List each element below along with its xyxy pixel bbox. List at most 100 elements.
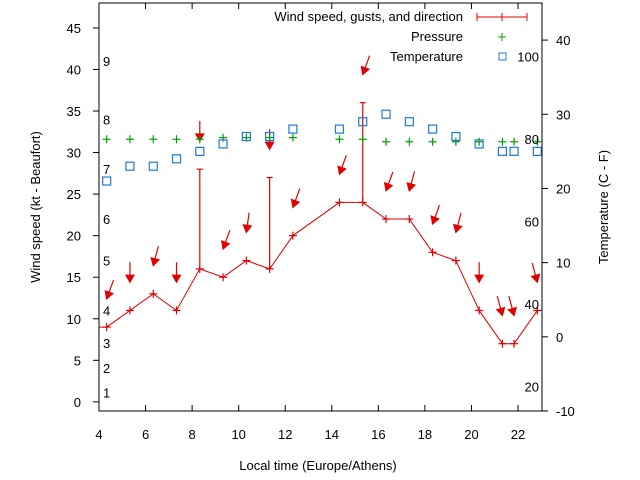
legend-swatch-temperature — [498, 52, 507, 61]
pressure-point — [358, 135, 367, 144]
y-axis-title: Wind speed (kt - Beaufort) — [28, 131, 43, 283]
wind-speed-point — [358, 198, 367, 207]
pressure-point — [288, 133, 297, 142]
arrow-head — [406, 182, 417, 192]
legend-swatch-wind — [476, 13, 528, 21]
y-axis-left: 0 5 10 15 20 25 30 35 40 45 — [67, 21, 99, 410]
plot-frame — [98, 2, 543, 412]
arrow-head — [220, 240, 231, 251]
x-tick-label: 12 — [278, 427, 292, 442]
beaufort-label: 3 — [103, 336, 110, 351]
fahrenheit-label: 80 — [525, 132, 539, 147]
y2-tick-label: 30 — [556, 107, 570, 122]
beaufort-label: 7 — [103, 162, 110, 177]
temperature-point — [474, 139, 484, 149]
wind-direction-arrow — [220, 229, 231, 251]
temperature-point — [404, 117, 414, 127]
pressure-point — [382, 137, 391, 146]
beaufort-label: 4 — [103, 303, 110, 318]
y-tick-label: 30 — [67, 146, 81, 161]
arrow-head — [337, 165, 347, 176]
beaufort-label: 8 — [103, 112, 110, 127]
wind-speed-point — [195, 264, 204, 273]
wind-direction-arrow — [406, 171, 417, 192]
y-tick-label: 25 — [67, 187, 81, 202]
temperature-point — [288, 124, 298, 134]
y2-tick-label: 40 — [556, 33, 570, 48]
pressure-point — [405, 137, 414, 146]
temperature-point — [381, 109, 391, 119]
pressure-point — [498, 137, 507, 146]
temperature-point — [148, 161, 158, 171]
pressure-point — [510, 137, 519, 146]
x-tick-label: 14 — [325, 427, 339, 442]
arrow-head — [290, 198, 301, 209]
wind-speed-point — [498, 339, 507, 348]
beaufort-label: 2 — [103, 361, 110, 376]
wind-direction-arrow — [337, 155, 347, 176]
temperature-point — [265, 131, 275, 142]
pressure-point — [451, 137, 460, 146]
wind-direction-arrow — [171, 262, 182, 284]
wind-speed-point — [428, 248, 437, 257]
pressure-point — [149, 135, 158, 144]
pressure-point — [335, 135, 344, 144]
x-tick-label: 18 — [418, 427, 432, 442]
inner-scale-labels: 1 2 3 4 5 6 7 8 9 100 80 60 40 20 — [103, 50, 539, 401]
legend-label-temperature: Temperature — [390, 49, 463, 64]
temperature-point — [532, 146, 542, 156]
legend-label-wind: Wind speed, gusts, and direction — [274, 9, 463, 24]
y-tick-label: 35 — [67, 104, 81, 119]
fahrenheit-label: 60 — [525, 214, 539, 229]
temperature-point — [195, 146, 205, 156]
wind-speed-point — [533, 306, 542, 315]
y2-tick-label: 10 — [556, 256, 570, 271]
wind-speed-point — [265, 264, 274, 273]
x-tick-label: 20 — [464, 427, 478, 442]
y-axis-right: -10 0 10 20 30 40 — [542, 33, 575, 419]
legend-label-pressure: Pressure — [411, 29, 463, 44]
x-tick-label: 4 — [95, 427, 102, 442]
arrow-head — [104, 289, 115, 300]
wind-speed-point — [405, 215, 414, 224]
wind-direction-arrow — [360, 55, 371, 76]
y-tick-label: 40 — [67, 62, 81, 77]
x-tick-label: 8 — [188, 427, 195, 442]
beaufort-label: 1 — [103, 386, 110, 401]
wind-speed-point — [335, 198, 344, 207]
wind-direction-arrow — [507, 295, 517, 317]
x-axis: 4 6 8 10 12 14 16 18 20 22 — [95, 3, 525, 442]
y2-tick-label: -10 — [556, 404, 575, 419]
wind-speed-point — [125, 306, 134, 315]
arrow-head — [507, 306, 517, 317]
x-axis-title: Local time (Europe/Athens) — [239, 458, 397, 473]
y2-axis-title: Temperature (C - F) — [596, 150, 611, 264]
pressure-point — [125, 135, 134, 144]
wind-speed-point — [382, 215, 391, 224]
arrow-head — [171, 274, 182, 284]
temperature-point — [125, 161, 135, 171]
fahrenheit-label: 100 — [517, 50, 539, 65]
temperature-point — [427, 124, 438, 134]
pressure-point — [195, 135, 204, 144]
wind-speed-point — [475, 306, 484, 315]
temperature-point — [241, 131, 251, 142]
wind-speed-point — [172, 306, 181, 315]
wind-speed-point — [288, 231, 297, 240]
y-tick-label: 0 — [74, 395, 81, 410]
x-tick-label: 6 — [142, 427, 149, 442]
arrow-head — [360, 65, 371, 76]
arrow-head — [430, 215, 440, 226]
wind-speed-point — [149, 289, 158, 298]
temperature-point — [218, 139, 228, 149]
legend-swatch-pressure — [498, 33, 506, 41]
pressure-point — [475, 137, 484, 146]
arrow-head — [530, 273, 541, 284]
wind-speed-point — [102, 323, 111, 332]
beaufort-label: 6 — [103, 212, 110, 227]
temperature-point — [509, 146, 519, 156]
y-tick-label: 45 — [67, 21, 81, 36]
y2-tick-label: 20 — [556, 181, 570, 196]
pressure-point — [428, 137, 437, 146]
y2-tick-label: 0 — [556, 330, 563, 345]
